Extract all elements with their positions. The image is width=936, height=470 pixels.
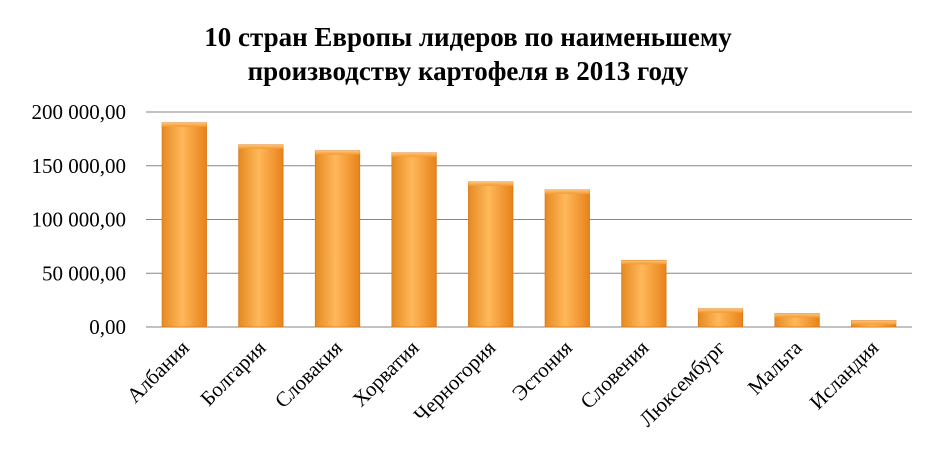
bar: [621, 259, 667, 328]
bar-top: [774, 313, 820, 318]
y-axis-tick-labels: 0,00 50 000,00 100 000,00 150 000,00 200 000…: [32, 100, 127, 339]
x-category-label: Черногория: [409, 335, 501, 427]
bar-top: [162, 122, 207, 127]
bar-body: [314, 150, 361, 328]
x-category-label: Эстония: [507, 335, 577, 405]
bar-body: [391, 152, 437, 328]
bar: [314, 150, 361, 328]
x-category-label: Словения: [575, 335, 653, 413]
y-tick-label: 100 000,00: [32, 208, 127, 232]
x-category-label: Болгария: [195, 335, 270, 410]
bar: [161, 122, 207, 328]
x-category-label: Словакия: [270, 335, 347, 412]
chart-title: 10 стран Европы лидеров по наименьшему п…: [204, 22, 732, 86]
bar: [238, 144, 284, 328]
chart-title-line-1: 10 стран Европы лидеров по наименьшему: [204, 22, 732, 52]
bar-top: [315, 150, 360, 155]
bar: [391, 152, 437, 328]
bar-body: [161, 122, 207, 328]
bars: [161, 122, 897, 328]
bar: [544, 189, 590, 328]
bar-body: [238, 144, 284, 328]
y-tick-label: 50 000,00: [42, 261, 126, 285]
bar: [774, 313, 820, 328]
bar-top: [621, 260, 667, 265]
bar-body: [468, 181, 514, 328]
bar-top: [851, 320, 896, 325]
y-tick-label: 200 000,00: [32, 100, 127, 124]
x-category-label: Исландия: [805, 335, 884, 414]
x-category-label: Албания: [122, 335, 194, 407]
bar-body: [621, 259, 667, 328]
chart-title-line-2: производству картофеля в 2013 году: [248, 56, 689, 86]
x-category-label: Хорватия: [348, 335, 424, 411]
bar-top: [238, 144, 284, 149]
x-axis-category-labels: Албания Болгария Словакия ХорватияЧерногори…: [122, 335, 884, 431]
bar-top: [391, 152, 437, 157]
bar-top: [698, 308, 743, 313]
bar: [697, 308, 744, 328]
bar: [851, 320, 897, 328]
y-tick-label: 0,00: [89, 315, 126, 339]
bar-body: [544, 189, 590, 328]
bar: [468, 181, 514, 328]
bar-top: [468, 181, 513, 186]
y-tick-label: 150 000,00: [32, 154, 127, 178]
bar-top: [545, 189, 590, 194]
x-category-label: Мальта: [743, 335, 807, 399]
